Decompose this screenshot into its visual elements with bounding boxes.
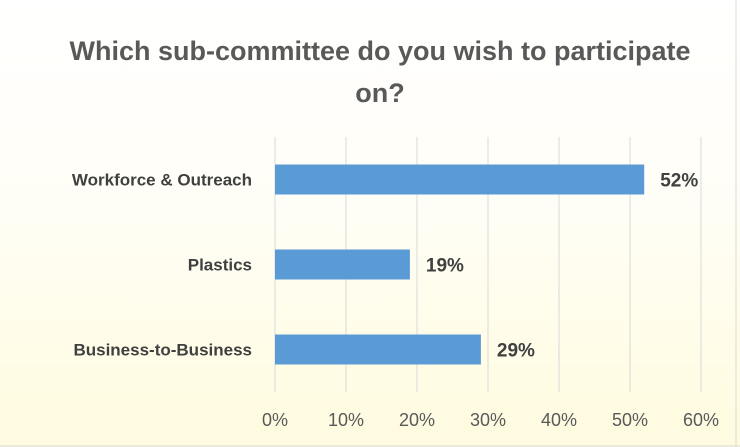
labels: 0% 10% 20% 30% 40% 50% 60% Workforce & Outreach… xyxy=(72,171,719,431)
chart-title: Which sub-committee do you wish to parti… xyxy=(69,36,691,108)
x-tick-label: 20% xyxy=(399,410,435,430)
bars xyxy=(275,164,645,365)
bar xyxy=(275,334,481,365)
category-label: Workforce & Outreach xyxy=(72,171,252,190)
x-tick-label: 40% xyxy=(541,410,577,430)
category-label: Plastics xyxy=(188,256,252,275)
bar xyxy=(275,164,645,195)
x-tick-label: 10% xyxy=(328,410,364,430)
data-label: 29% xyxy=(497,341,535,362)
x-tick-label: 30% xyxy=(470,410,506,430)
category-label: Business-to-Business xyxy=(73,341,252,360)
x-tick-label: 0% xyxy=(262,410,288,430)
bar xyxy=(275,249,410,280)
data-label: 19% xyxy=(426,256,464,277)
x-tick-label: 50% xyxy=(612,410,648,430)
data-label: 52% xyxy=(660,171,698,192)
x-tick-label: 60% xyxy=(683,410,719,430)
